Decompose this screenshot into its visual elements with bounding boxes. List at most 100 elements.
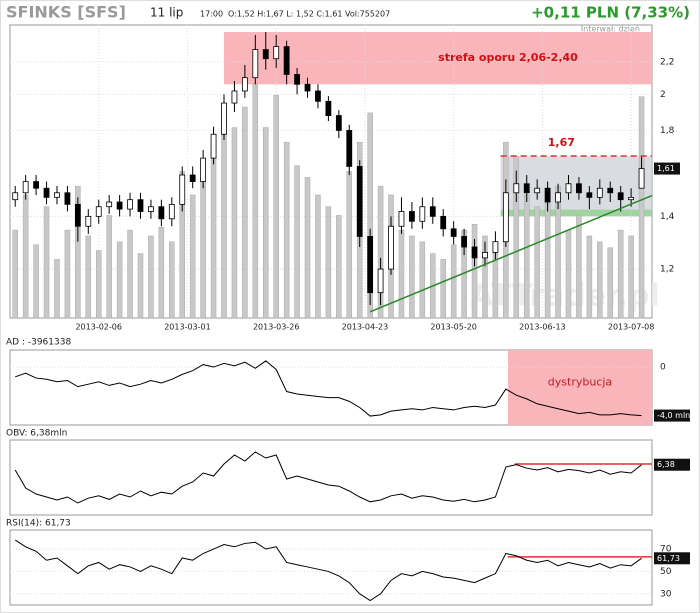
time: 17:00 [200,10,223,19]
candle-body [513,183,520,194]
candle-body [116,201,123,210]
volume-bar [242,106,248,319]
obv-panel [9,439,653,516]
panel-title: OBV: 6,38mln [6,429,67,439]
candle-body [429,206,436,217]
candle-body [262,49,269,60]
candle-body [210,133,217,159]
interval: Interwał: dzień [581,25,640,34]
volume-bar [325,206,332,319]
volume-bar [294,165,300,319]
candle-body [555,192,561,203]
volume-bar [450,244,457,319]
last-value-box [654,409,690,422]
last-value-label: -4,0 mln [657,411,690,420]
candle-body [33,181,39,189]
rsi-panel [9,529,653,606]
x-tick-label: 2013-06-13 [519,323,566,332]
volume-bar [638,96,645,319]
candle-body [544,187,551,203]
candle-body [54,192,60,198]
candle-body [273,46,280,60]
candle-body [158,206,165,220]
candle-body [377,268,384,294]
volume-bar [576,215,582,319]
volume-bar [409,235,415,319]
volume-bar [33,244,39,319]
candle-body [346,130,353,167]
support-band [500,209,652,217]
volume-bar [64,229,71,319]
candle-body [200,157,207,182]
candle-body [189,174,196,182]
candle-body [137,199,144,212]
volume-bar [419,241,426,319]
volume-bar [137,253,144,319]
candle-body [398,211,405,227]
candle-body [252,49,259,79]
indicator-line [14,451,642,504]
volume-bar [398,229,405,319]
candle-body [241,77,248,92]
candle-body [325,100,332,116]
candle-body [565,183,572,194]
y-tick-label: 1,8 [660,126,675,136]
volume-bar [628,235,634,319]
candle-body [127,199,133,210]
volume-bar [471,223,478,319]
volume-bar [169,241,175,319]
ticker: SFINKS [SFS] [6,3,126,22]
candle-body [294,74,300,85]
x-tick-label: 2013-04-23 [342,323,389,332]
resistance-label: 1,67 [548,136,575,149]
volume-bar [586,235,593,319]
candle-body [74,203,81,227]
candle-body [315,90,321,102]
volume-bar [116,241,123,319]
x-tick-label: 2013-05-20 [430,323,477,332]
volume-bar [513,156,520,319]
candle-body [471,246,478,259]
candle-body [148,206,154,212]
volume-bar [283,141,290,319]
candle-body [388,225,394,270]
volume-bar [54,259,60,319]
volume-bar [22,194,29,319]
y-tick-label: 0 [660,363,666,373]
candle-body [12,192,19,201]
zone [507,350,652,425]
candle-body [22,181,29,194]
volume-bar [75,185,81,319]
candle-body [106,201,113,208]
candle-body [628,196,635,201]
volume-bar [95,250,102,319]
candle-body [534,187,541,194]
volume-bar [252,83,259,319]
x-tick-label: 2013-03-01 [164,323,211,332]
x-tick-label: 2013-02-06 [75,323,122,332]
candle-body [461,236,467,248]
date: 11 lip [150,6,183,20]
volume-bar [440,259,446,319]
volume-bar [12,229,18,319]
y-tick-label: 1,4 [660,212,675,222]
volume-bar [263,127,269,319]
volume-bar [565,229,572,319]
y-tick-label: 50 [660,567,672,577]
last-value-label: 61,73 [657,554,680,563]
candle-body [221,102,227,135]
volume-bar [273,95,279,319]
candle-body [492,241,499,253]
candle-body [450,228,457,237]
volume-bar [43,206,50,319]
panel-title: RSI(14): 61,73 [6,519,71,529]
candle-body [419,206,426,222]
indicator-line [15,360,642,417]
volume-bar [336,215,342,319]
volume-bar [85,235,92,319]
candle-body [356,166,363,237]
volume-bar [617,229,624,319]
volume-bar [158,226,165,319]
candle-body [502,192,509,243]
